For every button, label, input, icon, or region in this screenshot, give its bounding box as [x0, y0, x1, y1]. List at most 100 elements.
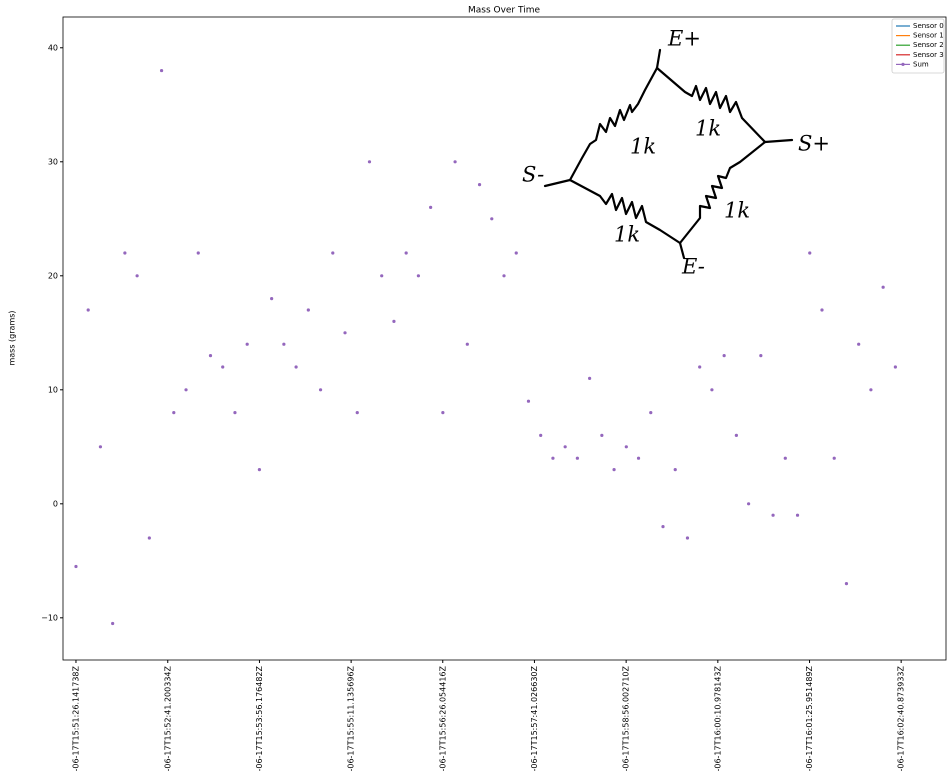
plot-frame — [62, 16, 947, 661]
point — [759, 354, 763, 358]
point — [318, 388, 323, 392]
legend-marker — [901, 62, 905, 66]
y-axis-label: mass (grams) — [8, 310, 17, 365]
point — [343, 331, 347, 335]
annotation: 1k — [695, 117, 721, 141]
point — [306, 308, 310, 312]
resistor-left-bottom — [568, 178, 682, 245]
legend-box — [891, 18, 945, 74]
point — [257, 468, 262, 472]
point — [135, 274, 139, 278]
y-tick-label: −10 — [41, 613, 58, 622]
bridge-leads — [543, 48, 794, 260]
point — [661, 525, 665, 529]
point — [832, 456, 836, 460]
point — [734, 433, 738, 438]
point — [208, 354, 213, 358]
point — [844, 582, 849, 586]
legend-label: Sensor 0 — [913, 22, 944, 30]
point — [233, 411, 237, 415]
point — [808, 251, 812, 255]
y-tick-label: 40 — [48, 43, 58, 52]
point — [441, 411, 445, 415]
point — [783, 456, 787, 460]
point — [710, 388, 714, 392]
x-tick-label: 2025-06-17T15:52:41.200334Z — [163, 665, 172, 771]
annotation: S- — [522, 163, 544, 187]
y-tick-label: 10 — [48, 385, 58, 394]
point — [221, 365, 225, 369]
plot-area: −10 0 10 20 30 40 2025-06-17T15:51:26.141738Z 2… — [41, 16, 947, 771]
annotation: S+ — [798, 132, 830, 156]
chart-title: Mass Over Time — [468, 6, 541, 16]
resistor-right-top — [655, 66, 767, 144]
point — [771, 513, 775, 517]
x-tick-label: 2025-06-17T15:55:11.135696Z — [347, 665, 356, 771]
point — [600, 433, 604, 438]
point — [795, 513, 800, 517]
annotation: 1k — [724, 199, 750, 223]
point — [612, 468, 616, 472]
point — [270, 296, 274, 301]
point — [355, 411, 359, 415]
y-tick-label: 20 — [48, 271, 58, 280]
point — [673, 468, 677, 472]
point — [404, 251, 408, 255]
point — [74, 564, 78, 569]
point — [416, 274, 421, 278]
x-tick-label: 2025-06-17T15:56:26.054416Z — [438, 665, 447, 771]
point — [159, 68, 164, 73]
point — [893, 365, 897, 369]
point — [392, 319, 396, 323]
x-tick-label: 2025-06-17T16:02:40.873933Z — [897, 665, 906, 771]
point — [465, 342, 469, 346]
point — [86, 308, 90, 312]
annotation: E+ — [667, 27, 701, 51]
point — [331, 251, 335, 255]
point — [123, 251, 127, 255]
point — [453, 160, 457, 164]
point — [184, 388, 188, 392]
point — [147, 536, 151, 540]
x-tick-label: 2025-06-17T15:51:26.141738Z — [71, 665, 80, 771]
point — [747, 502, 751, 506]
point — [380, 274, 384, 278]
x-tick-label: 2025-06-17T16:01:25.951489Z — [805, 665, 814, 771]
point — [563, 445, 567, 449]
point — [196, 251, 200, 255]
point — [575, 456, 579, 460]
point — [514, 251, 518, 255]
y-tick-label: 0 — [53, 499, 58, 508]
point — [881, 285, 885, 289]
x-tick-label: 2025-06-17T15:58:56.002710Z — [622, 665, 631, 771]
point — [490, 217, 494, 221]
legend-label: Sum — [913, 60, 929, 68]
x-tick-label: 2025-06-17T15:57:41.026630Z — [530, 665, 539, 771]
point — [588, 376, 592, 381]
point — [98, 445, 103, 449]
point — [367, 160, 372, 164]
resistor-right-bottom — [678, 140, 767, 245]
point — [685, 536, 690, 540]
x-tick-label: 2025-06-17T15:53:56.176482Z — [255, 665, 264, 771]
point — [722, 354, 726, 358]
point — [502, 274, 506, 278]
point — [526, 399, 531, 403]
point — [551, 456, 555, 460]
point — [111, 621, 115, 626]
point — [245, 342, 249, 346]
y-tick-label: 30 — [48, 157, 58, 166]
legend-label: Sensor 1 — [913, 32, 944, 40]
x-tick-label: 2025-06-17T16:00:10.978143Z — [713, 665, 722, 771]
bridge-drawing — [543, 48, 794, 260]
point — [698, 365, 702, 369]
legend-label: Sensor 3 — [913, 51, 944, 59]
legend-label: Sensor 2 — [913, 41, 944, 49]
point — [294, 365, 298, 369]
resistor-left-top — [568, 66, 659, 182]
point — [539, 433, 543, 438]
point — [477, 182, 482, 187]
point — [172, 411, 176, 415]
